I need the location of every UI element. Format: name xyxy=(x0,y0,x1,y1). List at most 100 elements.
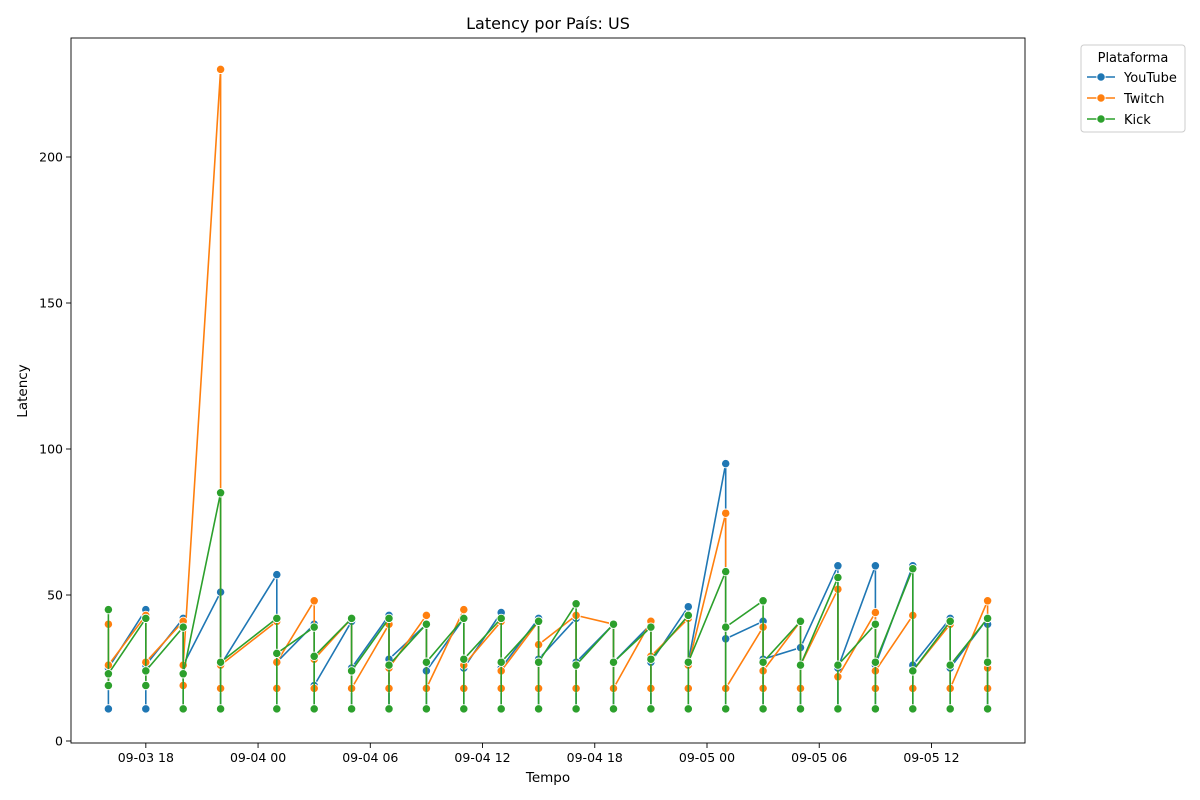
data-point-twitch xyxy=(215,64,226,75)
data-point-kick xyxy=(178,622,188,632)
data-point-kick xyxy=(571,704,581,714)
legend-box xyxy=(1080,44,1186,133)
data-point-kick xyxy=(758,596,768,606)
data-point-kick xyxy=(496,613,506,624)
data-point-twitch xyxy=(309,596,319,606)
data-point-twitch xyxy=(459,604,469,615)
data-point-youtube xyxy=(103,704,114,714)
data-point-kick xyxy=(178,704,188,714)
data-point-kick xyxy=(833,704,843,714)
data-point-kick xyxy=(870,704,881,714)
x-tick-label: 09-04 06 xyxy=(342,750,398,765)
data-point-kick xyxy=(309,704,319,714)
data-point-youtube xyxy=(683,602,693,612)
data-point-kick xyxy=(496,704,506,714)
data-point-kick xyxy=(683,610,693,621)
data-point-kick xyxy=(833,572,843,583)
data-point-kick xyxy=(945,660,955,670)
legend-entries: YouTube Twitch Kick xyxy=(1087,71,1177,128)
data-point-kick xyxy=(945,704,955,714)
data-point-kick xyxy=(908,564,918,574)
data-point-kick xyxy=(384,613,394,624)
plot-area xyxy=(103,64,993,714)
data-point-kick xyxy=(721,704,731,714)
data-point-kick xyxy=(215,657,226,667)
data-point-kick xyxy=(346,666,357,676)
data-point-kick xyxy=(215,488,226,498)
x-tick-label: 09-05 12 xyxy=(903,750,959,765)
data-point-kick xyxy=(982,657,993,667)
data-point-youtube xyxy=(272,569,282,580)
data-point-kick xyxy=(459,654,469,664)
data-point-kick xyxy=(795,616,806,626)
data-point-kick xyxy=(421,619,432,629)
data-point-kick xyxy=(272,704,282,714)
data-point-kick xyxy=(908,704,918,714)
y-axis-title: Latency xyxy=(15,364,31,417)
data-point-kick xyxy=(982,704,993,714)
data-point-kick xyxy=(346,704,357,714)
data-point-kick xyxy=(384,704,394,714)
data-point-kick xyxy=(646,622,656,632)
data-point-kick xyxy=(908,666,918,676)
data-point-kick xyxy=(795,660,806,670)
legend-title: Plataforma xyxy=(1098,51,1169,66)
data-point-kick xyxy=(646,704,656,714)
legend-label-kick: Kick xyxy=(1124,113,1151,128)
data-point-kick xyxy=(870,657,881,667)
data-point-kick xyxy=(533,616,544,626)
data-point-kick xyxy=(571,599,581,609)
legend: Plataforma YouTube Twitch Kick xyxy=(1080,44,1186,133)
data-point-kick xyxy=(533,657,544,667)
x-tick-label: 09-03 18 xyxy=(118,750,174,765)
data-point-kick xyxy=(272,613,282,624)
data-point-kick xyxy=(215,704,226,714)
data-point-kick xyxy=(346,613,357,624)
data-point-kick xyxy=(103,669,114,679)
legend-marker-youtube xyxy=(1096,72,1106,82)
data-point-twitch xyxy=(721,508,731,518)
data-point-kick xyxy=(141,613,151,624)
series-kick xyxy=(103,488,993,714)
legend-label-twitch: Twitch xyxy=(1123,92,1165,107)
x-tick-label: 09-04 12 xyxy=(454,750,510,765)
data-point-kick xyxy=(721,566,731,577)
data-point-kick xyxy=(141,666,151,676)
data-point-kick xyxy=(178,669,188,679)
x-axis: 09-03 18 09-04 00 09-04 06 09-04 12 09-04 18… xyxy=(118,743,960,765)
x-tick-label: 09-04 18 xyxy=(567,750,623,765)
chart-title: Latency por País: US xyxy=(466,14,630,33)
plot-frame xyxy=(70,37,1026,744)
x-axis-title: Tempo xyxy=(525,770,570,786)
data-point-kick xyxy=(608,619,619,629)
data-point-kick xyxy=(272,648,282,659)
data-point-kick xyxy=(384,660,394,670)
data-point-kick xyxy=(795,704,806,714)
data-point-kick xyxy=(870,619,881,629)
data-point-kick xyxy=(833,660,843,670)
data-point-kick xyxy=(571,660,581,670)
data-point-kick xyxy=(945,616,955,626)
data-point-kick xyxy=(459,613,469,624)
data-point-youtube xyxy=(721,458,731,469)
y-tick-label: 100 xyxy=(39,442,63,457)
data-point-kick xyxy=(721,622,731,632)
data-point-kick xyxy=(496,657,506,667)
data-point-kick xyxy=(459,704,469,714)
data-point-kick xyxy=(758,704,768,714)
legend-marker-kick xyxy=(1096,114,1106,124)
legend-marker-twitch xyxy=(1096,93,1106,103)
data-point-kick xyxy=(533,704,544,714)
y-tick-label: 200 xyxy=(39,150,63,165)
y-tick-label: 50 xyxy=(47,588,63,603)
data-point-kick xyxy=(421,704,432,714)
data-point-kick xyxy=(683,704,693,714)
data-point-kick xyxy=(608,704,619,714)
data-point-kick xyxy=(103,604,114,615)
series-line-youtube xyxy=(107,462,989,710)
x-tick-label: 09-05 06 xyxy=(791,750,847,765)
data-point-kick xyxy=(309,651,319,661)
legend-label-youtube: YouTube xyxy=(1123,71,1177,86)
series-line-kick xyxy=(107,491,989,710)
